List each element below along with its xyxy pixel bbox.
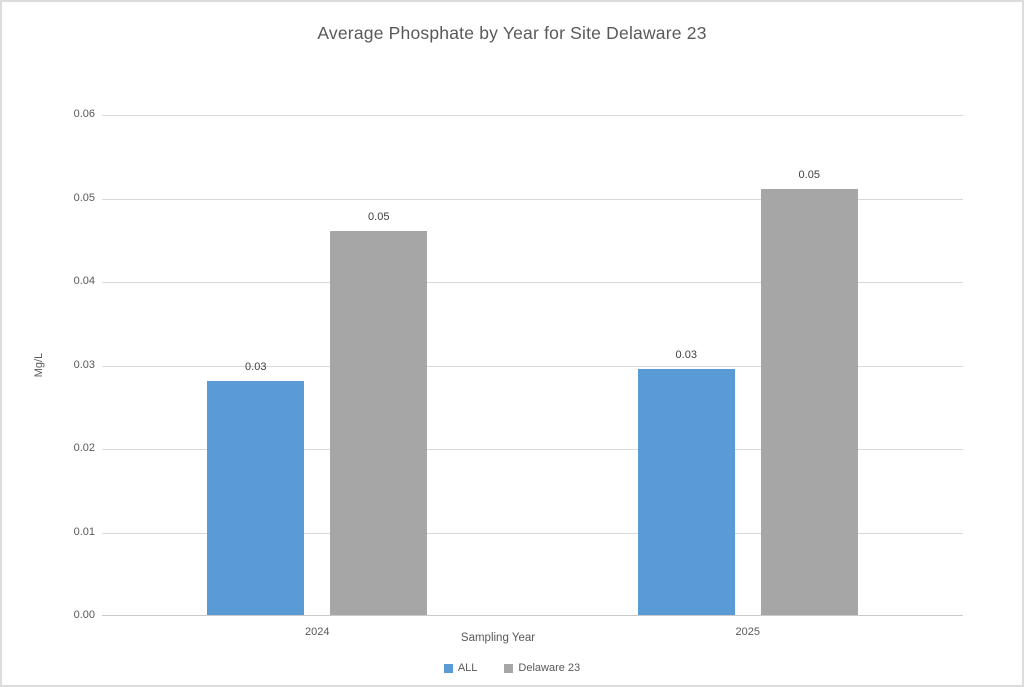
gridline (102, 115, 963, 116)
bar-all-2024 (207, 381, 305, 615)
y-tick-label: 0.01 (73, 525, 95, 538)
bar-delaware-23-2024 (330, 230, 428, 615)
bar-value-label: 0.03 (245, 361, 267, 374)
legend-swatch-icon (504, 663, 514, 673)
gridline (102, 282, 963, 283)
x-axis-title: Sampling Year (460, 632, 536, 644)
gridline (102, 198, 963, 200)
bar-all-2025 (637, 368, 735, 615)
y-tick-label: 0.00 (73, 609, 95, 621)
x-tick-label-2024: 2024 (305, 626, 330, 638)
bar-value-label: 0.03 (675, 348, 697, 361)
legend-label: Delaware 23 (518, 662, 581, 674)
y-tick-label: 0.06 (73, 108, 95, 120)
legend-item-delaware-23: Delaware 23 (504, 662, 580, 674)
y-tick-label: 0.04 (73, 275, 95, 287)
legend: ALL Delaware 23 (2, 662, 1022, 674)
legend-label: ALL (457, 662, 478, 674)
bar-delaware-23-2025 (760, 189, 858, 615)
y-tick-label: 0.05 (73, 191, 95, 204)
legend-swatch-icon (443, 663, 453, 673)
legend-item-all: ALL (443, 662, 478, 674)
y-tick-label: 0.03 (73, 358, 95, 371)
gridline (102, 365, 963, 367)
bar-value-label: 0.05 (798, 169, 820, 182)
chart-title: Average Phosphate by Year for Site Delaw… (317, 23, 707, 43)
x-tick-label-2025: 2025 (735, 626, 760, 638)
bar-value-label: 0.05 (368, 210, 390, 223)
plot-area: 0.03 0.05 0.03 0.05 (102, 115, 963, 616)
gridline (102, 532, 963, 534)
gridline (102, 449, 963, 450)
y-tick-label: 0.02 (73, 442, 95, 454)
